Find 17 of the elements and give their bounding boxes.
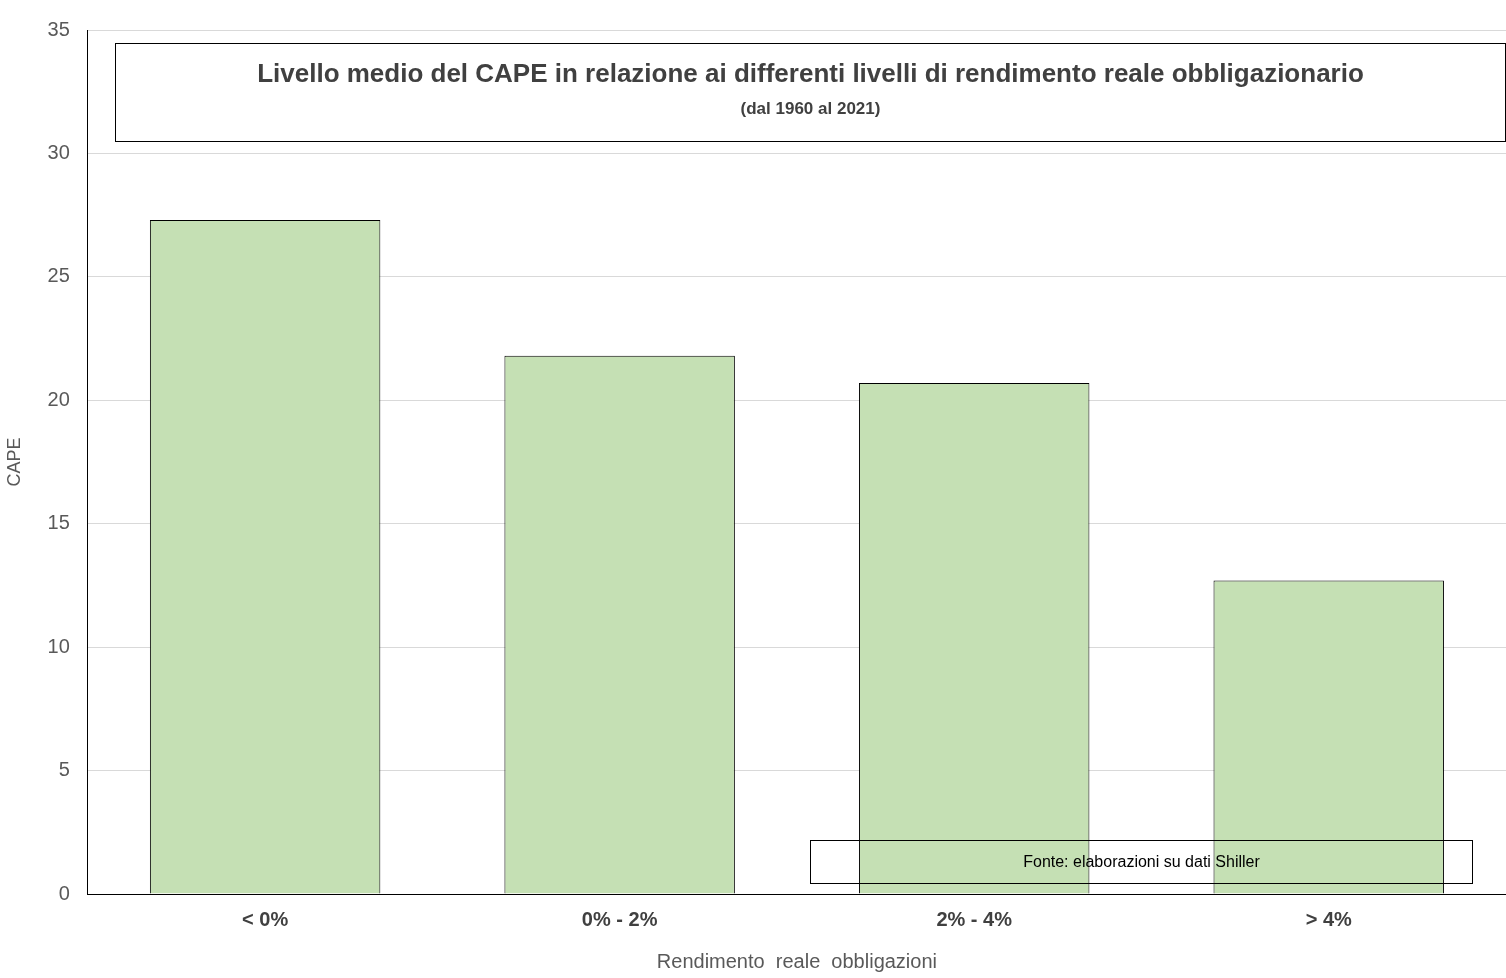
y-axis-title: CAPE	[3, 437, 24, 487]
y-tick-label: 30	[47, 140, 70, 163]
y-tick-label: 10	[47, 634, 70, 657]
x-tick-label: > 4%	[1305, 907, 1353, 930]
x-tick-label: 2% - 4%	[936, 907, 1013, 930]
y-tick-label: 15	[47, 511, 70, 534]
x-axis-title: Rendimento reale obbligazioni	[656, 949, 938, 972]
y-tick-label: 35	[47, 17, 70, 40]
y-tick-label: 25	[47, 264, 70, 287]
y-tick-label: 5	[58, 758, 70, 781]
y-tick-label: 20	[47, 387, 70, 410]
x-tick-label: 0% - 2%	[581, 907, 658, 930]
y-tick-label: 0	[58, 881, 70, 904]
x-tick-label: < 0%	[242, 907, 289, 930]
annotation: Fonte: elaborazioni su dati Shiller	[810, 840, 1473, 884]
text: (dal 1960 al 2021)	[739, 99, 882, 119]
text: Livello medio del CAPE in relazione ai differenti livelli di rendimento reale obbligazionario	[256, 58, 1365, 89]
